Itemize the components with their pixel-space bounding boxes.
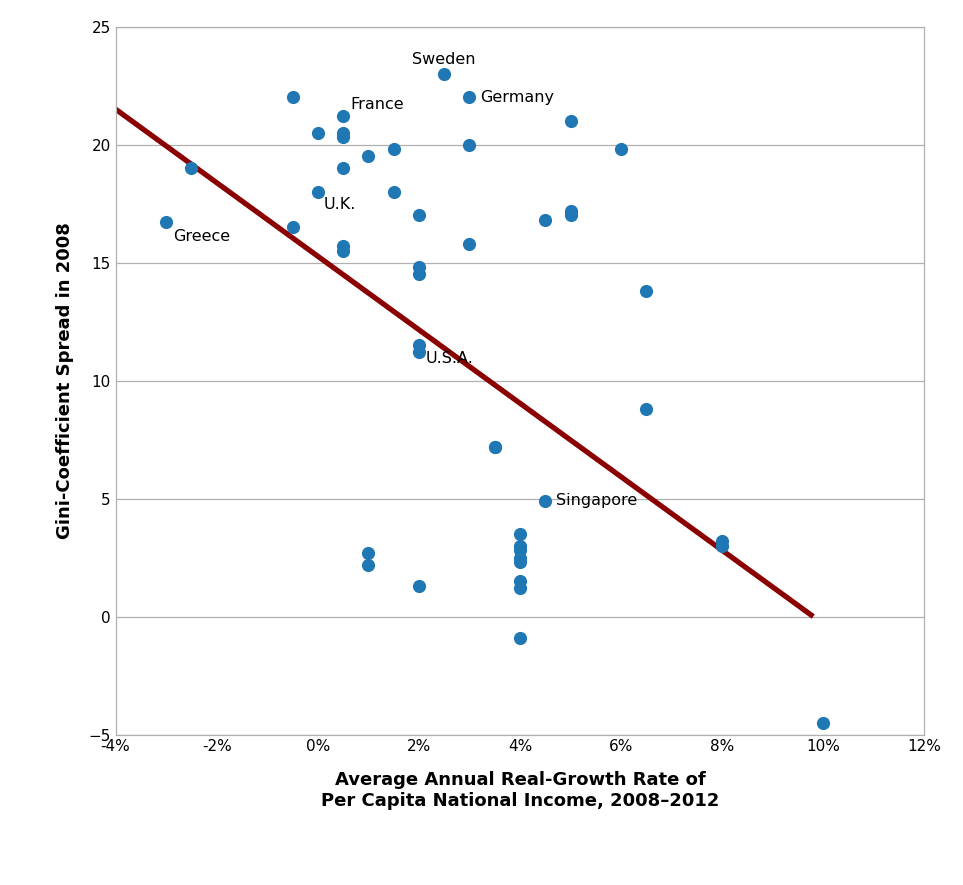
- Text: France: France: [350, 97, 403, 112]
- Point: [487, 440, 503, 454]
- Point: [512, 527, 528, 541]
- Text: Singapore: Singapore: [557, 494, 638, 508]
- Point: [512, 581, 528, 596]
- Point: [411, 338, 427, 352]
- Point: [360, 546, 376, 560]
- Point: [335, 126, 351, 140]
- Point: [487, 440, 503, 454]
- Point: [462, 90, 478, 104]
- Point: [638, 402, 654, 416]
- Point: [563, 208, 579, 222]
- Point: [411, 345, 427, 359]
- Point: [411, 208, 427, 222]
- Point: [411, 267, 427, 281]
- Point: [537, 213, 553, 227]
- Point: [335, 161, 351, 175]
- Point: [715, 534, 730, 548]
- Point: [715, 539, 730, 553]
- Point: [613, 142, 629, 157]
- Point: [563, 114, 579, 128]
- Point: [436, 66, 452, 81]
- Point: [360, 558, 376, 572]
- Point: [563, 204, 579, 218]
- Point: [411, 579, 427, 593]
- Point: [386, 185, 402, 199]
- Text: U.S.A.: U.S.A.: [426, 350, 474, 366]
- Point: [159, 215, 174, 229]
- Point: [462, 236, 478, 250]
- Point: [335, 239, 351, 253]
- Text: Germany: Germany: [481, 90, 555, 104]
- Point: [462, 137, 478, 151]
- Text: U.K.: U.K.: [324, 197, 355, 212]
- Point: [310, 185, 325, 199]
- Point: [285, 90, 300, 104]
- Point: [512, 555, 528, 569]
- Point: [512, 574, 528, 589]
- Text: Greece: Greece: [173, 229, 230, 244]
- Point: [360, 150, 376, 164]
- Point: [638, 284, 654, 298]
- Point: [386, 142, 402, 157]
- Point: [512, 550, 528, 565]
- Y-axis label: Gini-Coefficient Spread in 2008: Gini-Coefficient Spread in 2008: [57, 222, 74, 539]
- Point: [816, 716, 831, 730]
- Point: [512, 631, 528, 645]
- Point: [285, 220, 300, 235]
- Point: [184, 161, 199, 175]
- Text: Sweden: Sweden: [412, 52, 476, 66]
- Point: [512, 539, 528, 553]
- Point: [335, 243, 351, 258]
- Point: [335, 109, 351, 123]
- X-axis label: Average Annual Real-Growth Rate of
Per Capita National Income, 2008–2012: Average Annual Real-Growth Rate of Per C…: [321, 771, 719, 810]
- Point: [411, 260, 427, 274]
- Point: [537, 494, 553, 508]
- Point: [310, 126, 325, 140]
- Point: [512, 543, 528, 558]
- Point: [335, 130, 351, 144]
